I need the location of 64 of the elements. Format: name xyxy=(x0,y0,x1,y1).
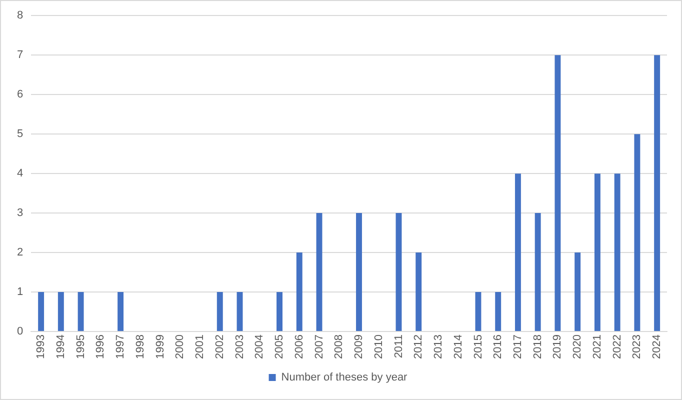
bar xyxy=(554,55,561,332)
y-tick-label: 0 xyxy=(16,326,24,338)
bar xyxy=(216,292,223,332)
x-tick-label: 2007 xyxy=(313,334,326,360)
y-tick-label: 3 xyxy=(16,207,24,220)
bar xyxy=(276,292,282,332)
y-tick-label: 5 xyxy=(16,128,24,140)
x-tick-label: 2000 xyxy=(174,334,186,360)
x-tick-label: 2001 xyxy=(194,334,206,360)
bar xyxy=(614,174,620,332)
bar xyxy=(514,174,521,332)
y-tick-label: 8 xyxy=(16,10,24,22)
bar xyxy=(574,252,581,332)
legend-label: Number of theses by year xyxy=(281,372,408,384)
x-tick-label: 2008 xyxy=(333,334,346,360)
x-tick-label: 2004 xyxy=(254,334,266,360)
x-tick-label: 2020 xyxy=(572,334,584,360)
x-tick-label: 2009 xyxy=(353,334,366,360)
bar xyxy=(118,292,124,332)
x-tick-label: 2014 xyxy=(452,334,464,360)
bar xyxy=(38,292,44,332)
bar xyxy=(396,213,402,332)
x-tick-label: 2015 xyxy=(472,334,484,360)
x-tick-label: 2019 xyxy=(552,334,564,360)
bar xyxy=(236,292,243,332)
x-tick-label: 2005 xyxy=(274,334,286,360)
x-tick-label: 1996 xyxy=(94,334,107,360)
x-tick-label: 2002 xyxy=(214,334,226,360)
x-tick-label: 1999 xyxy=(154,334,166,360)
bar xyxy=(634,134,640,332)
x-tick-label: 2013 xyxy=(432,334,445,360)
bar xyxy=(654,55,660,332)
y-tick-label: 7 xyxy=(16,49,24,62)
x-tick-label: 2021 xyxy=(591,334,604,360)
x-tick-label: 2010 xyxy=(372,334,385,360)
x-tick-label: 2011 xyxy=(392,334,405,358)
x-tick-label: 1998 xyxy=(134,334,146,360)
x-tick-label: 1993 xyxy=(35,334,48,360)
bar xyxy=(416,252,422,332)
y-tick-label: 4 xyxy=(16,168,24,180)
x-tick-label: 1995 xyxy=(74,334,87,360)
bar xyxy=(58,292,64,332)
x-tick-label: 2022 xyxy=(611,334,624,360)
bar xyxy=(495,292,502,332)
bar xyxy=(316,213,322,332)
bar xyxy=(356,213,362,332)
y-tick-label: 2 xyxy=(16,246,24,259)
x-tick-label: 1997 xyxy=(114,334,127,360)
x-tick-label: 2017 xyxy=(512,334,524,360)
y-tick-label: 6 xyxy=(16,88,24,101)
bar xyxy=(475,292,482,332)
x-tick-label: 2006 xyxy=(293,334,306,360)
x-tick-label: 2023 xyxy=(631,334,644,360)
bar xyxy=(296,252,302,332)
bar xyxy=(534,213,541,332)
x-tick-label: 1994 xyxy=(54,334,67,360)
y-tick-label: 1 xyxy=(16,286,24,298)
bar xyxy=(78,292,84,332)
x-tick-label: 2024 xyxy=(651,334,664,360)
x-tick-label: 2018 xyxy=(532,334,544,360)
x-tick-label: 2003 xyxy=(234,334,246,360)
bar xyxy=(594,174,600,332)
x-tick-label: 2016 xyxy=(492,334,504,360)
x-tick-label: 2012 xyxy=(412,334,425,360)
